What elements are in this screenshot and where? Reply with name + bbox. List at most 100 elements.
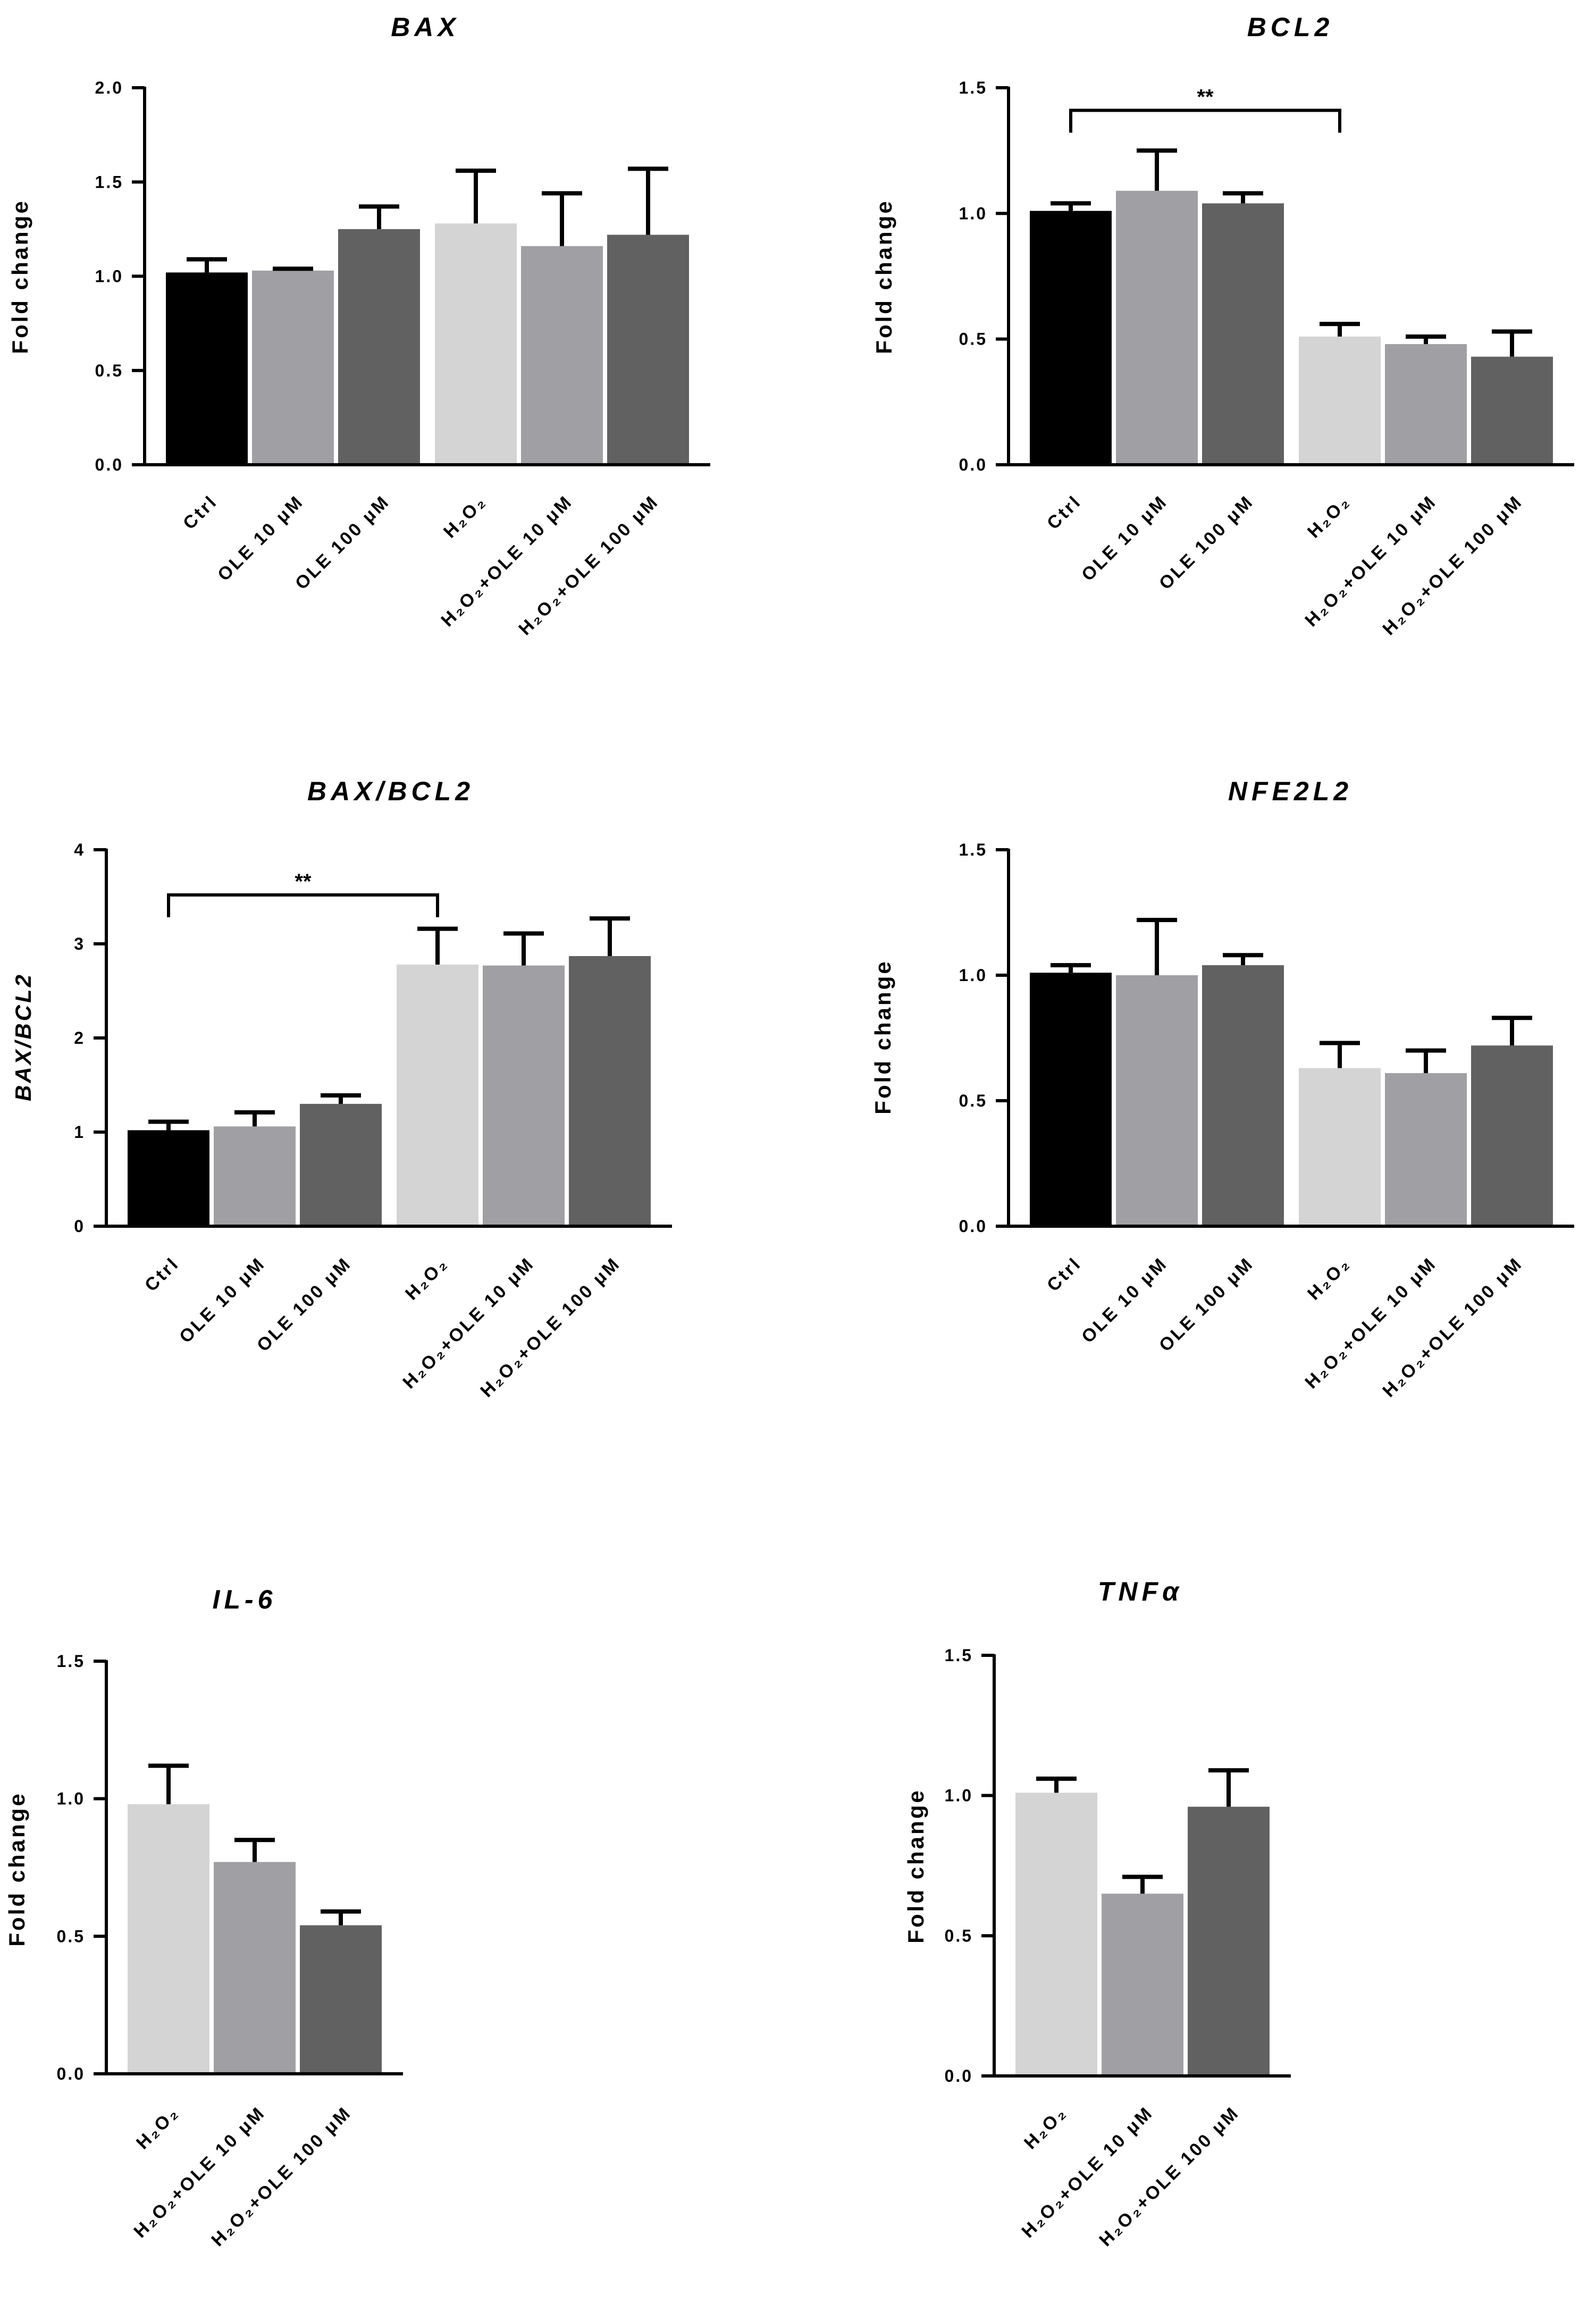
bar (1202, 965, 1284, 1226)
significance-label: ** (1197, 86, 1214, 109)
chart-title: BCL2 (1247, 12, 1334, 42)
bar (1015, 1793, 1097, 2076)
bar (300, 1925, 382, 2074)
chart-title: NFE2L2 (1228, 776, 1353, 806)
y-tick-label: 1.5 (959, 78, 987, 97)
bar (1385, 344, 1467, 465)
il6-panel: IL-6 Fold change 0.0 0.5 1.0 1.5 H₂O₂ H₂O₂+OLE … (4, 1585, 403, 2250)
x-tick-label: H₂O₂+OLE 100 μM (1379, 1253, 1526, 1401)
x-tick-label: OLE 100 μM (1155, 1253, 1258, 1356)
y-tick-label: 0.0 (959, 1217, 987, 1236)
bar (1202, 203, 1284, 465)
bar (252, 270, 334, 465)
bar (607, 234, 689, 465)
chart-title: TNFα (1098, 1577, 1183, 1606)
bar (1471, 356, 1553, 465)
y-tick-label: 0.0 (57, 2064, 85, 2083)
x-tick-label: Ctrl (141, 1253, 183, 1296)
chart-title: BAX/BCL2 (307, 776, 474, 806)
y-axis-label: Fold change (870, 959, 895, 1114)
bar (569, 956, 651, 1226)
bar (1030, 973, 1112, 1226)
y-axis-label: Fold change (7, 199, 32, 354)
y-tick-label: 0.5 (959, 1091, 987, 1110)
x-tick-label: H₂O₂+OLE 100 μM (515, 491, 662, 639)
y-tick-label: 0.5 (95, 361, 123, 380)
bar (338, 229, 420, 465)
x-tick-label: H₂O₂ (132, 2103, 183, 2154)
bar (128, 1804, 209, 2074)
bar (1471, 1045, 1553, 1226)
x-tick-label: H₂O₂ (1304, 491, 1355, 542)
x-tick-label: H₂O₂+OLE 100 μM (207, 2103, 355, 2250)
bar (483, 965, 565, 1226)
y-tick-label: 1.0 (959, 204, 987, 223)
y-tick-label: 0.5 (945, 1926, 973, 1945)
y-tick-label: 1.0 (959, 966, 987, 985)
bar (1188, 1806, 1270, 2076)
bar (128, 1130, 209, 1226)
bar (1030, 211, 1112, 465)
bar (166, 272, 248, 465)
y-tick-label: 1.5 (95, 172, 123, 191)
x-tick-label: Ctrl (179, 491, 222, 534)
chart-title: IL-6 (213, 1585, 277, 1614)
bar (1299, 1068, 1381, 1226)
x-tick-label: OLE 10 μM (214, 491, 308, 585)
y-tick-label: 0.0 (95, 455, 123, 474)
x-tick-label: Ctrl (1043, 1253, 1086, 1296)
y-tick-label: 0.5 (57, 1927, 85, 1946)
x-tick-label: OLE 100 μM (291, 491, 394, 594)
y-tick-label: 4 (74, 840, 85, 859)
x-tick-label: OLE 10 μM (1078, 1253, 1172, 1347)
tnfa-panel: TNFα Fold change 0.0 0.5 1.0 1.5 H₂O₂ H₂O₂+OLE … (903, 1577, 1291, 2250)
y-tick-label: 0.5 (959, 330, 987, 349)
x-tick-label: OLE 100 μM (1155, 491, 1258, 594)
y-axis-label: Fold change (903, 1788, 928, 1943)
x-tick-label: H₂O₂ (1304, 1253, 1355, 1304)
y-tick-label: 0 (74, 1217, 85, 1236)
y-axis-label: BAX/BCL2 (11, 973, 36, 1101)
x-tick-label: H₂O₂+OLE 100 μM (1095, 2103, 1243, 2250)
y-tick-label: 3 (74, 934, 85, 953)
bar (1116, 975, 1198, 1226)
x-tick-label: H₂O₂ (440, 491, 491, 542)
significance-label: ** (295, 870, 312, 893)
y-tick-label: 1.0 (945, 1786, 973, 1805)
bar (1385, 1073, 1467, 1226)
y-tick-label: 1.0 (57, 1789, 85, 1808)
y-tick-label: 1 (74, 1123, 85, 1142)
chart-title: BAX (391, 12, 460, 42)
y-tick-label: 1.5 (945, 1646, 973, 1665)
bar (300, 1103, 382, 1226)
y-tick-label: 2.0 (95, 78, 123, 97)
bar (1102, 1894, 1183, 2076)
bar (1116, 190, 1198, 465)
x-tick-label: Ctrl (1043, 491, 1086, 534)
bar (521, 246, 603, 465)
y-tick-label: 1.5 (57, 1652, 85, 1671)
x-tick-label: H₂O₂+OLE 100 μM (1379, 491, 1526, 639)
y-axis-label: Fold change (871, 199, 896, 354)
bar (435, 223, 517, 465)
bar (397, 964, 478, 1226)
y-axis-label: Fold change (4, 1791, 29, 1946)
x-tick-label: H₂O₂+OLE 100 μM (476, 1253, 624, 1401)
y-tick-label: 0.0 (959, 455, 987, 474)
x-tick-label: H₂O₂ (401, 1253, 452, 1304)
x-tick-label: OLE 10 μM (175, 1253, 270, 1347)
significance-bracket (167, 893, 439, 917)
significance-bracket (1069, 108, 1341, 133)
bar (214, 1862, 296, 2074)
x-tick-label: OLE 100 μM (253, 1253, 356, 1356)
bar (214, 1126, 296, 1226)
y-tick-label: 1.0 (95, 267, 123, 286)
x-tick-label: H₂O₂ (1020, 2103, 1071, 2154)
x-tick-label: OLE 10 μM (1078, 491, 1172, 585)
y-tick-label: 2 (74, 1028, 85, 1048)
